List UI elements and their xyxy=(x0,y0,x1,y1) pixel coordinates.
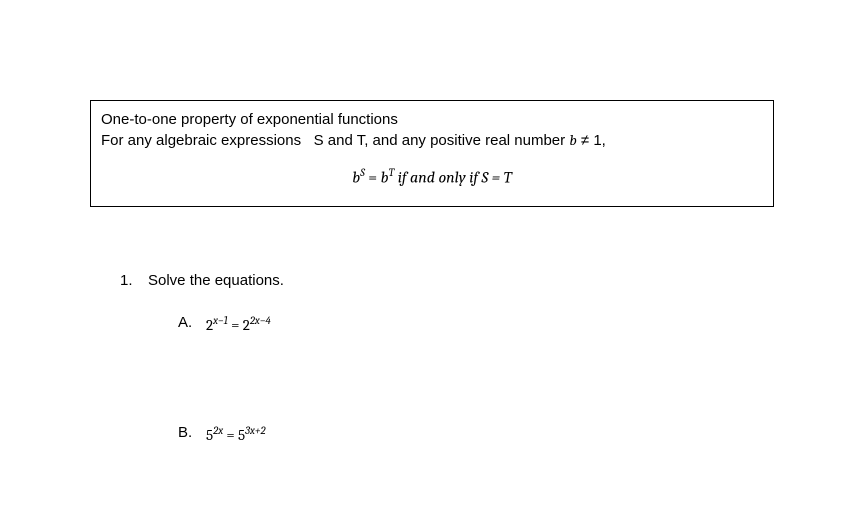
sub-b-eq: 52x = 53x+2 xyxy=(206,424,266,444)
sub-a-eq: 2x−1 = 22x−4 xyxy=(206,314,271,334)
a-eq: = xyxy=(228,316,243,334)
sub-list: A. 2x−1 = 22x−4 B. 52x = 53x+2 xyxy=(150,314,774,444)
theorem-equation: bS = bT if and only if S = T xyxy=(101,166,763,186)
eq-mid: if and only if S = T xyxy=(394,168,512,186)
eq-eq1: = xyxy=(365,168,381,186)
sub-b-label: B. xyxy=(178,424,206,444)
question-list: 1. Solve the equations. A. 2x−1 = 22x−4 … xyxy=(120,272,774,444)
sub-b: B. 52x = 53x+2 xyxy=(178,424,774,444)
b-eq: = xyxy=(223,426,238,444)
theorem-line2: For any algebraic expressions S and T, a… xyxy=(101,130,763,151)
q1-text: Solve the equations. xyxy=(148,272,284,289)
a-exp1: x−1 xyxy=(213,314,228,327)
sub-a-label: A. xyxy=(178,314,206,334)
theorem-box: One-to-one property of exponential funct… xyxy=(90,100,774,207)
theorem-one: 1, xyxy=(593,132,606,149)
theorem-var-b: b xyxy=(569,131,576,149)
a-base2: 2 xyxy=(243,316,250,334)
q1-number: 1. xyxy=(120,272,148,289)
b-exp1: 2x xyxy=(213,424,223,437)
eq-b1: b xyxy=(352,168,360,186)
theorem-prefix: For any algebraic expressions S and T, a… xyxy=(101,132,569,149)
sub-a: A. 2x−1 = 22x−4 xyxy=(178,314,774,334)
eq-b2: b xyxy=(381,168,389,186)
question-1: 1. Solve the equations. xyxy=(120,272,774,289)
a-exp2: 2x−4 xyxy=(250,314,271,327)
theorem-neq: ≠ xyxy=(577,132,594,149)
theorem-title: One-to-one property of exponential funct… xyxy=(101,109,763,130)
b-exp2: 3x+2 xyxy=(245,424,265,437)
